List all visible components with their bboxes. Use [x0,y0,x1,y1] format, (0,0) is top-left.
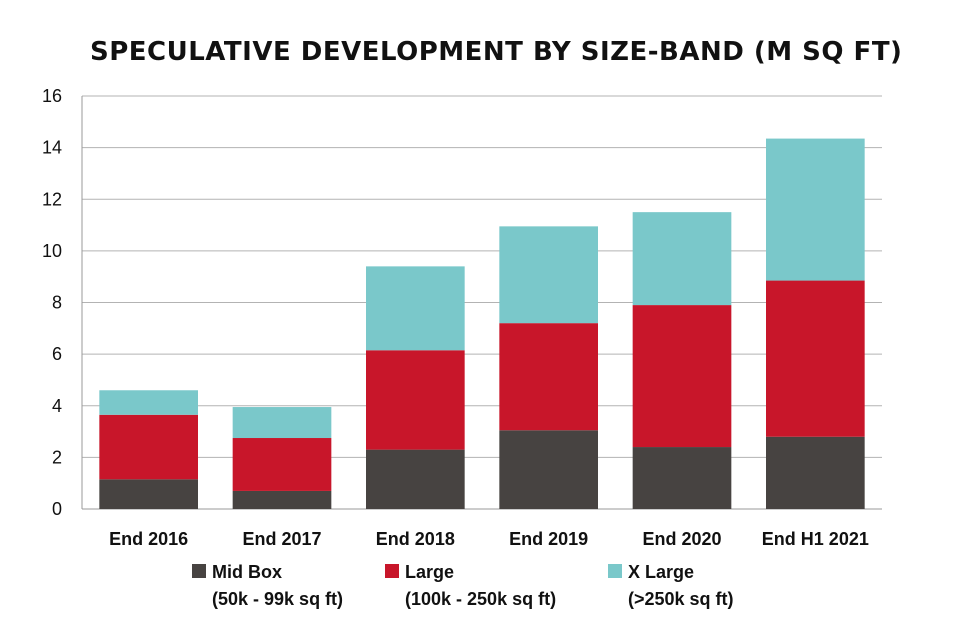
bars [99,138,865,509]
bar-mid-box [232,490,332,509]
x-tick-label: End 2017 [242,529,321,549]
legend-label: Mid Box [212,562,282,582]
bar-x-large [366,266,465,351]
bar-large [632,305,732,448]
bar-x-large [99,390,198,415]
y-tick-label: 16 [42,86,62,106]
bar-x-large [766,138,865,281]
legend-sublabel: (100k - 250k sq ft) [405,589,556,609]
legend-sublabel: (>250k sq ft) [628,589,734,609]
bar-x-large [499,226,598,324]
bar-large [366,350,465,450]
bar-mid-box [499,430,598,509]
y-tick-label: 6 [52,344,62,364]
y-tick-label: 4 [52,396,62,416]
legend-swatch [385,564,399,578]
x-tick-label: End 2016 [109,529,188,549]
bar-large [99,414,198,480]
bar-large [499,323,598,431]
bar-mid-box [366,449,465,509]
y-tick-label: 10 [42,241,62,261]
x-tick-label: End 2019 [509,529,588,549]
bar-mid-box [766,436,865,509]
legend-label: Large [405,562,454,582]
y-tick-label: 8 [52,293,62,313]
legend-sublabel: (50k - 99k sq ft) [212,589,343,609]
y-tick-label: 2 [52,447,62,467]
bar-mid-box [99,479,198,509]
x-tick-label: End H1 2021 [762,529,869,549]
legend-swatch [192,564,206,578]
bar-mid-box [632,447,732,509]
y-tick-label: 0 [52,499,62,519]
y-tick-label: 12 [42,189,62,209]
bar-large [766,280,865,437]
x-axis-labels: End 2016 End 2017 End 2018 End 2019 End 2020… [109,529,869,549]
bar-x-large [632,212,732,306]
gridlines [81,95,882,510]
bar-x-large [232,407,332,439]
legend-label: X Large [628,562,694,582]
legend-swatch [608,564,622,578]
chart-title: SPECULATIVE DEVELOPMENT BY SIZE-BAND (M … [90,37,902,67]
bar-large [232,438,332,491]
legend: Mid Box (50k - 99k sq ft) Large (100k - 250… [192,562,734,609]
x-tick-label: End 2020 [642,529,721,549]
x-tick-label: End 2018 [376,529,455,549]
y-axis-ticks: 0 2 4 6 8 10 12 14 16 [42,86,62,519]
y-tick-label: 14 [42,138,62,158]
